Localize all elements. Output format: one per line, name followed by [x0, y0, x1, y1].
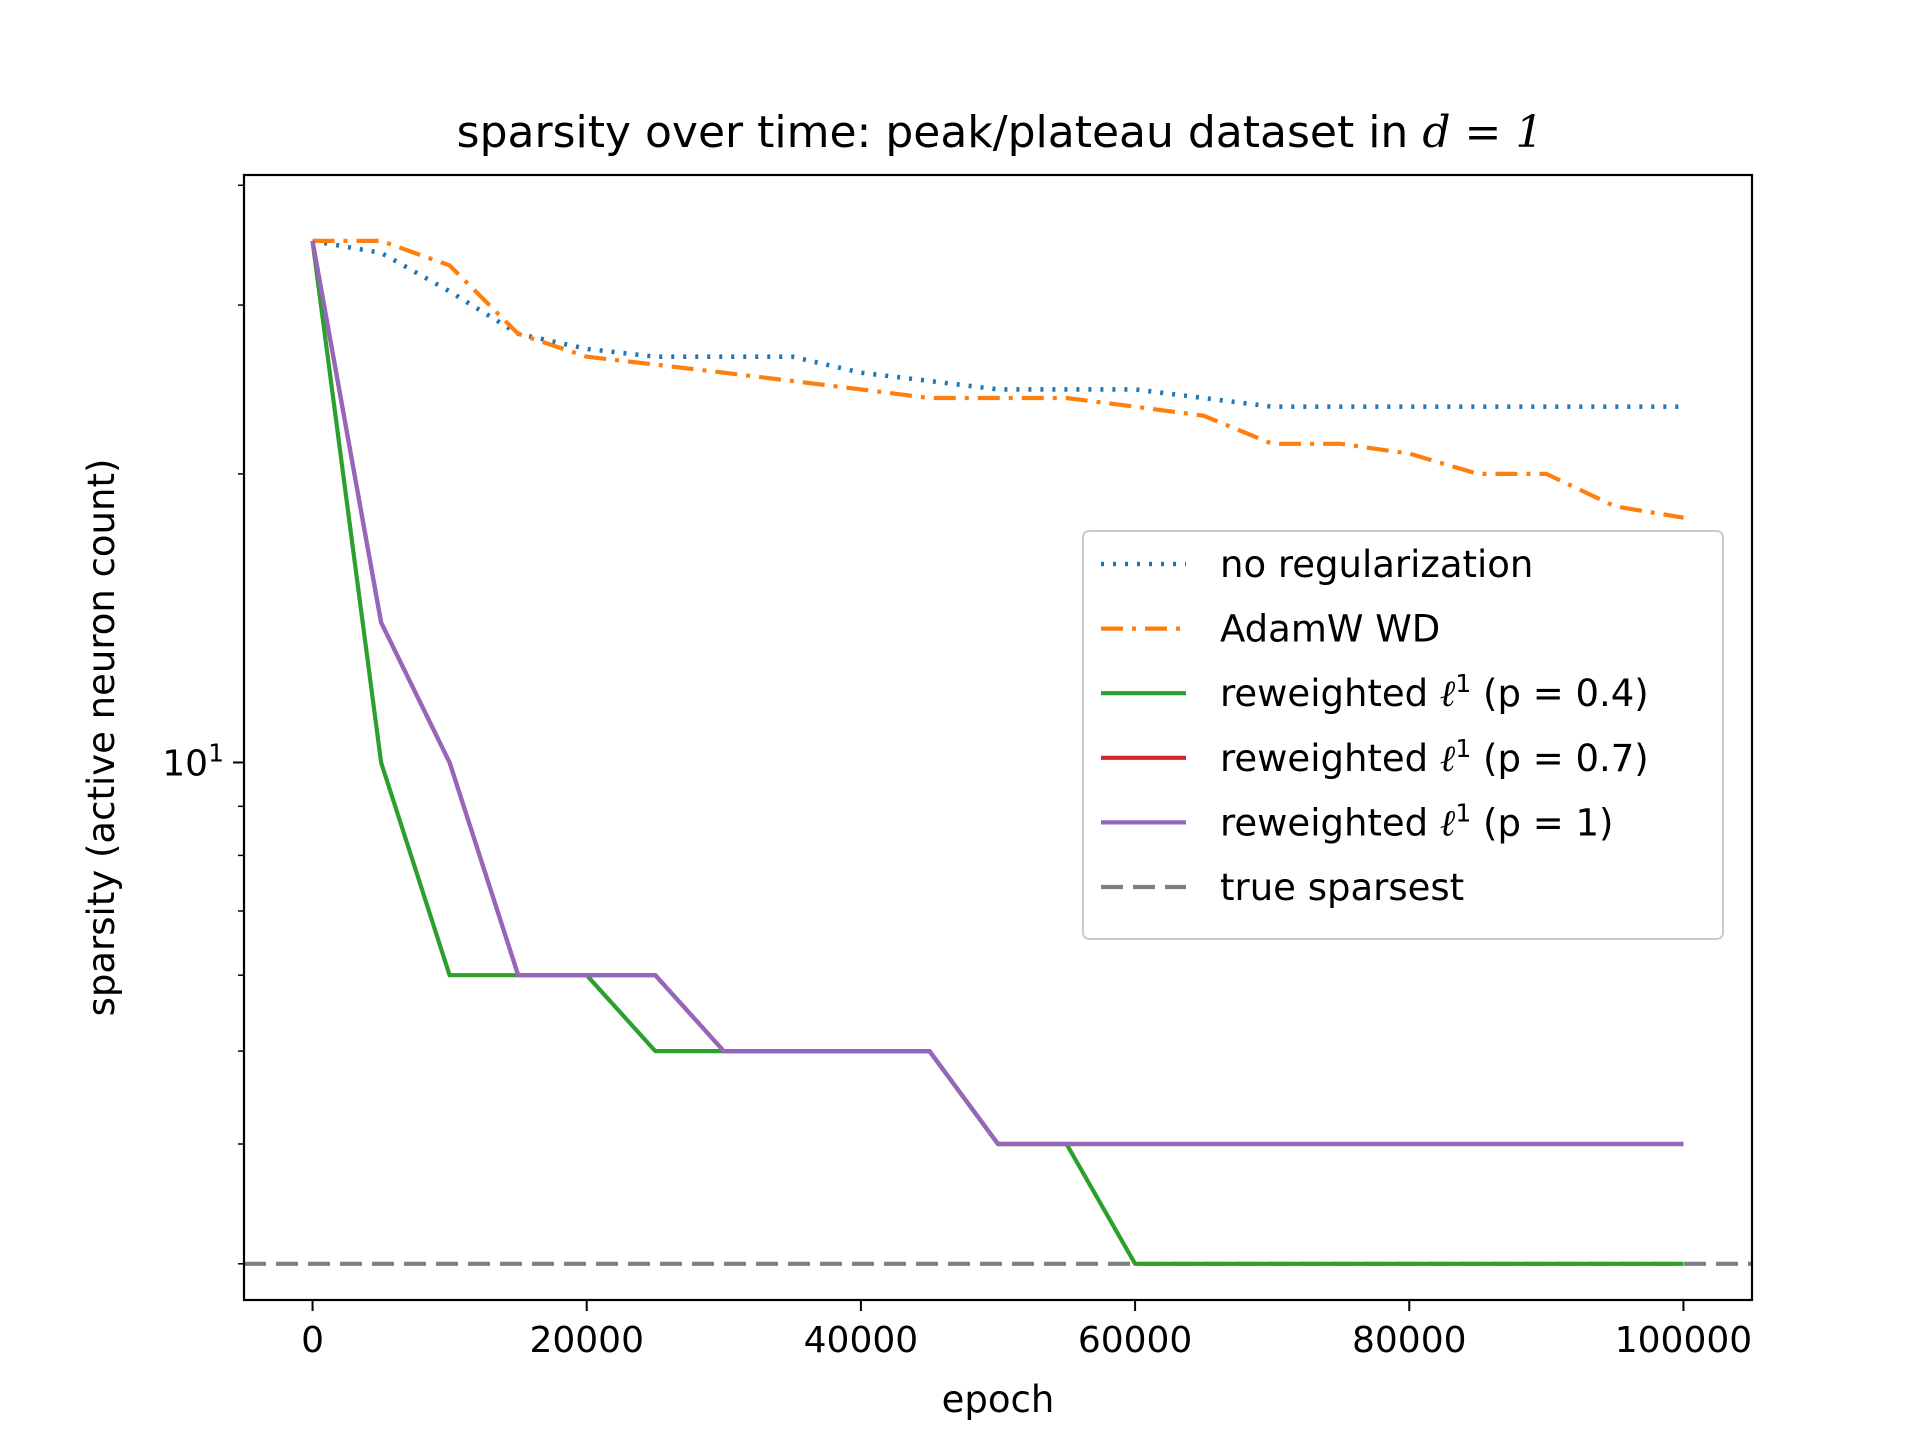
legend-box — [1082, 530, 1724, 940]
legend-label-5: true sparsest — [1220, 866, 1464, 909]
x-tick-label: 100000 — [1615, 1320, 1752, 1361]
legend-label-2: reweighted ℓ1 (p = 0.4) — [1220, 669, 1649, 715]
x-tick-label: 0 — [301, 1320, 324, 1361]
legend-label-0: no regularization — [1220, 543, 1533, 586]
series-line-1 — [312, 238, 1684, 520]
x-axis: 0 20000 40000 60000 80000 100000 — [301, 1300, 1752, 1361]
series-line-4 — [310, 240, 1684, 1147]
y-axis-label: sparsity (active neuron count) — [80, 459, 123, 1017]
x-tick-label: 40000 — [804, 1320, 919, 1361]
legend: no regularization AdamW WD reweighted ℓ1 (… — [1082, 530, 1724, 940]
series-layer — [244, 238, 1752, 1266]
chart-title-math: d = 1 — [1422, 107, 1543, 158]
x-tick-label: 20000 — [529, 1320, 644, 1361]
plot-frame — [242, 173, 1754, 1302]
x-axis-label: epoch — [942, 1378, 1055, 1421]
legend-label-1: AdamW WD — [1220, 608, 1440, 651]
legend-label-4: reweighted ℓ1 (p = 1) — [1220, 798, 1613, 844]
legend-label-3: reweighted ℓ1 (p = 0.7) — [1220, 734, 1649, 780]
series-line-0 — [312, 238, 1684, 410]
y-axis: 101 — [162, 184, 244, 1265]
y-tick-label: 101 — [162, 738, 224, 784]
x-tick-label: 80000 — [1352, 1320, 1467, 1361]
chart-title-text: sparsity over time: peak/plateau dataset… — [457, 107, 1409, 158]
x-tick-label: 60000 — [1078, 1320, 1193, 1361]
chart-title: sparsity over time: peak/plateau dataset… — [457, 107, 1544, 158]
